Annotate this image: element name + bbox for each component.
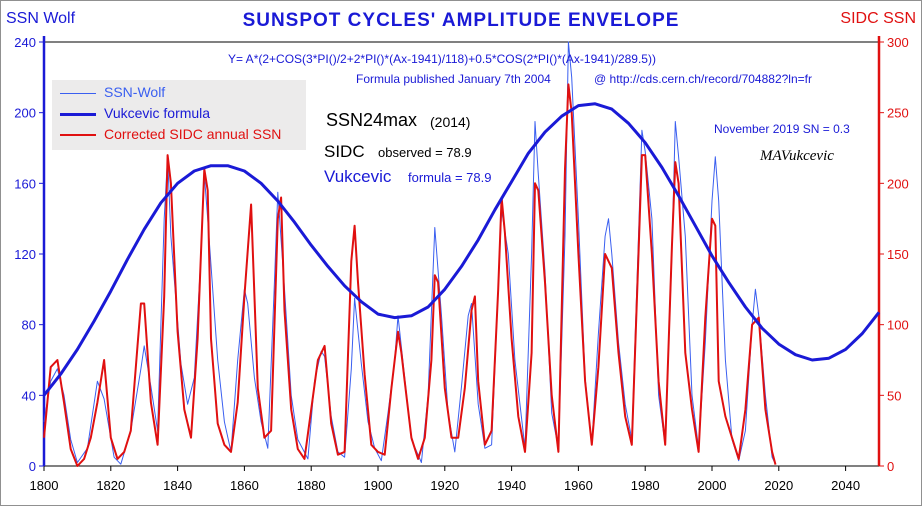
x-tick-label: 2040 — [831, 478, 860, 493]
x-axis-ticks: 1800 1820 1840 1860 1880 1900 1920 1940 1960 1980… — [30, 466, 860, 493]
right-y-tick-label: 200 — [887, 176, 909, 191]
x-tick-label: 1840 — [163, 478, 192, 493]
legend-item-ssn-wolf: SSN-Wolf — [60, 84, 304, 104]
left-y-tick-label: 240 — [14, 35, 36, 50]
legend-item-sidc: Corrected SIDC annual SSN — [60, 126, 304, 146]
right-axis-title: SIDC SSN — [840, 10, 916, 27]
left-y-tick-label: 200 — [14, 106, 36, 121]
x-tick-label: 2020 — [764, 478, 793, 493]
ssn24-year: (2014) — [430, 114, 471, 130]
x-tick-label: 2000 — [698, 478, 727, 493]
right-y-tick-label: 0 — [887, 459, 894, 474]
right-y-tick-label: 150 — [887, 247, 909, 262]
right-y-tick-label: 250 — [887, 106, 909, 121]
legend-label-ssn-wolf: SSN-Wolf — [104, 84, 166, 100]
legend-swatch-ssn-wolf — [60, 93, 96, 94]
legend-swatch-sidc — [60, 134, 96, 136]
series-line-vukcevic-formula — [42, 102, 881, 397]
series-line-corrected-sidc-annual-ssn — [43, 83, 777, 467]
left-y-axis-ticks: 0 40 80 120 160 200 240 — [14, 35, 44, 474]
right-y-axis-ticks: 0 50 100 150 200 250 300 — [879, 35, 909, 474]
chart-title: SUNSPOT CYCLES' AMPLITUDE ENVELOPE — [242, 10, 680, 31]
x-tick-label: 1800 — [30, 478, 59, 493]
right-y-tick-label: 100 — [887, 318, 909, 333]
legend-label-vukcevic: Vukcevic formula — [104, 105, 211, 121]
x-tick-label: 1980 — [631, 478, 660, 493]
url-annotation: @ http://cds.cern.ch/record/704882?ln=fr — [594, 72, 812, 86]
formula-annotation: Y= A*(2+COS(3*PI()/2+2*PI()*(Ax-1941)/11… — [228, 52, 656, 66]
ssn24-label: SSN24max — [326, 110, 418, 130]
published-annotation: Formula published January 7th 2004 — [356, 72, 551, 86]
author-signature: MAVukcevic — [760, 148, 834, 164]
legend-swatch-vukcevic — [60, 113, 96, 116]
x-tick-label: 1820 — [96, 478, 125, 493]
x-tick-label: 1880 — [297, 478, 326, 493]
left-y-tick-label: 80 — [22, 318, 36, 333]
left-y-tick-label: 160 — [14, 176, 36, 191]
right-y-tick-label: 50 — [887, 388, 901, 403]
x-tick-label: 1860 — [230, 478, 259, 493]
series-group — [42, 41, 881, 467]
right-y-tick-label: 300 — [887, 35, 909, 50]
left-y-tick-label: 40 — [22, 388, 36, 403]
left-axis-title: SSN Wolf — [6, 10, 76, 27]
left-y-tick-label: 0 — [29, 459, 36, 474]
vukcevic-value: formula = 78.9 — [408, 170, 492, 185]
sidc-value: observed = 78.9 — [378, 145, 472, 160]
x-tick-label: 1920 — [430, 478, 459, 493]
x-tick-label: 1960 — [564, 478, 593, 493]
legend: SSN-Wolf Vukcevic formula Corrected SIDC… — [52, 80, 306, 150]
sidc-label: SIDC — [324, 142, 365, 161]
legend-label-sidc: Corrected SIDC annual SSN — [104, 126, 282, 142]
x-tick-label: 1900 — [364, 478, 393, 493]
left-y-tick-label: 120 — [14, 247, 36, 262]
legend-item-vukcevic: Vukcevic formula — [60, 105, 304, 125]
x-tick-label: 1940 — [497, 478, 526, 493]
november-note: November 2019 SN = 0.3 — [714, 122, 850, 136]
vukcevic-label: Vukcevic — [324, 167, 392, 186]
